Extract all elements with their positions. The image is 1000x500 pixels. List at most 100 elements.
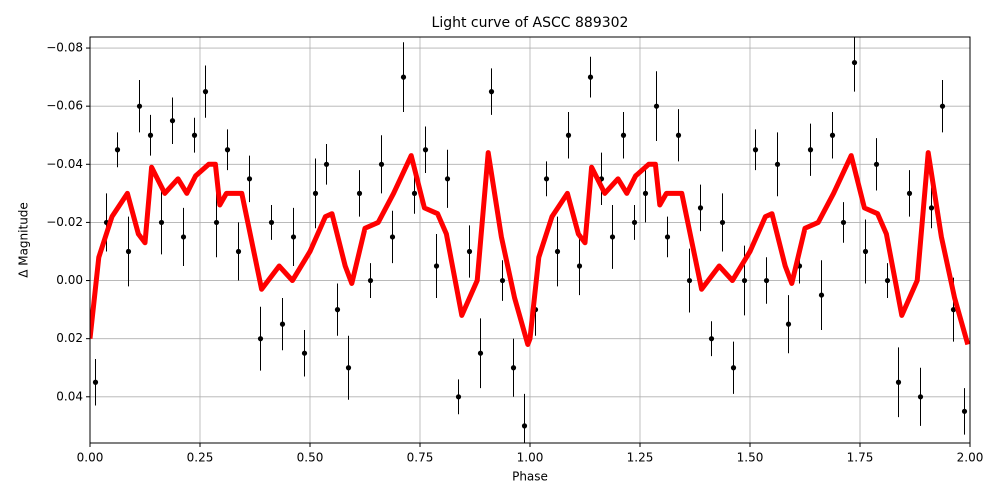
data-point	[686, 277, 693, 284]
data-point	[257, 336, 264, 342]
data-point	[917, 394, 924, 400]
data-point	[554, 248, 561, 255]
x-tick-label: 0.25	[187, 451, 214, 465]
data-point	[829, 132, 836, 138]
data-point	[202, 89, 209, 95]
data-point	[730, 365, 737, 371]
data-point	[345, 365, 352, 371]
data-point	[378, 161, 385, 167]
data-point	[543, 176, 550, 182]
data-point	[807, 147, 814, 153]
data-point	[334, 307, 341, 313]
data-point	[191, 132, 198, 138]
y-tick-label: −0.06	[46, 99, 83, 113]
data-point	[488, 89, 495, 95]
data-point	[477, 350, 484, 356]
data-point	[763, 277, 770, 284]
chart-title: Light curve of ASCC 889302	[432, 15, 629, 31]
y-tick-label: −0.02	[46, 215, 83, 229]
x-tick-label: 1.25	[627, 451, 654, 465]
data-point	[884, 277, 891, 284]
data-point	[433, 263, 440, 269]
x-tick-label: 0.00	[77, 451, 104, 465]
data-point	[169, 118, 176, 124]
data-point	[356, 190, 363, 196]
plot-area	[90, 37, 970, 443]
data-point	[411, 190, 418, 196]
data-point	[774, 161, 781, 167]
data-point	[851, 59, 858, 66]
y-tick-label: 0.02	[56, 331, 83, 345]
x-tick-label: 2.00	[957, 451, 984, 465]
y-axis-label: Δ Magnitude	[17, 202, 31, 278]
data-point	[664, 234, 671, 240]
data-point	[455, 394, 462, 400]
data-point	[323, 161, 330, 167]
data-point	[565, 132, 572, 138]
data-point	[939, 103, 946, 109]
y-tick-label: −0.04	[46, 157, 83, 171]
data-point	[576, 263, 583, 269]
data-point	[180, 234, 187, 240]
data-point	[631, 219, 638, 226]
y-tick-label: −0.08	[46, 41, 83, 55]
data-point	[609, 234, 616, 240]
x-tick-label: 1.00	[517, 451, 544, 465]
x-tick-label: 0.75	[407, 451, 434, 465]
data-point	[125, 248, 132, 255]
data-point	[400, 74, 407, 80]
data-point	[928, 205, 935, 211]
x-tick-label: 1.50	[737, 451, 764, 465]
data-point	[158, 219, 165, 226]
data-point	[895, 379, 902, 385]
data-point	[444, 176, 451, 182]
data-point	[499, 277, 506, 284]
data-point	[906, 190, 913, 196]
y-tick-label: 0.00	[56, 273, 83, 287]
data-point	[741, 277, 748, 284]
data-point	[675, 132, 682, 138]
data-point	[367, 277, 374, 284]
data-point	[235, 248, 242, 255]
data-point	[961, 408, 968, 414]
data-point	[312, 190, 319, 196]
model-curve	[90, 150, 970, 347]
data-point	[873, 161, 880, 167]
data-point	[587, 74, 594, 80]
data-point	[290, 234, 297, 240]
data-point	[279, 321, 286, 327]
data-point	[840, 219, 847, 226]
data-point	[510, 365, 517, 371]
data-point	[697, 205, 704, 211]
data-point	[224, 147, 231, 153]
data-point	[818, 292, 825, 298]
data-point	[213, 219, 220, 226]
data-point	[620, 132, 627, 138]
data-point	[466, 248, 473, 255]
data-point	[136, 103, 143, 109]
x-tick-label: 1.75	[847, 451, 874, 465]
data-point	[653, 103, 660, 109]
grid	[89, 37, 971, 443]
data-point	[301, 350, 308, 356]
data-point	[422, 147, 429, 153]
data-point	[147, 132, 154, 138]
data-point	[92, 379, 99, 385]
data-point	[708, 336, 715, 342]
y-tick-label: 0.04	[56, 389, 83, 403]
data-point	[114, 147, 121, 153]
x-tick-label: 0.50	[297, 451, 324, 465]
data-point	[785, 321, 792, 327]
data-point	[752, 147, 759, 153]
data-point	[642, 190, 649, 196]
axes: 0.00 0.25 0.50 0.75 1.00 1.25 1.50 1.75 2.00 −0.0…	[46, 41, 983, 465]
data-point	[719, 219, 726, 226]
data-point	[389, 234, 396, 240]
data-point	[950, 307, 957, 313]
data-point	[246, 176, 253, 182]
data-point	[521, 423, 528, 429]
data-point	[268, 219, 275, 226]
data-point	[862, 248, 869, 255]
